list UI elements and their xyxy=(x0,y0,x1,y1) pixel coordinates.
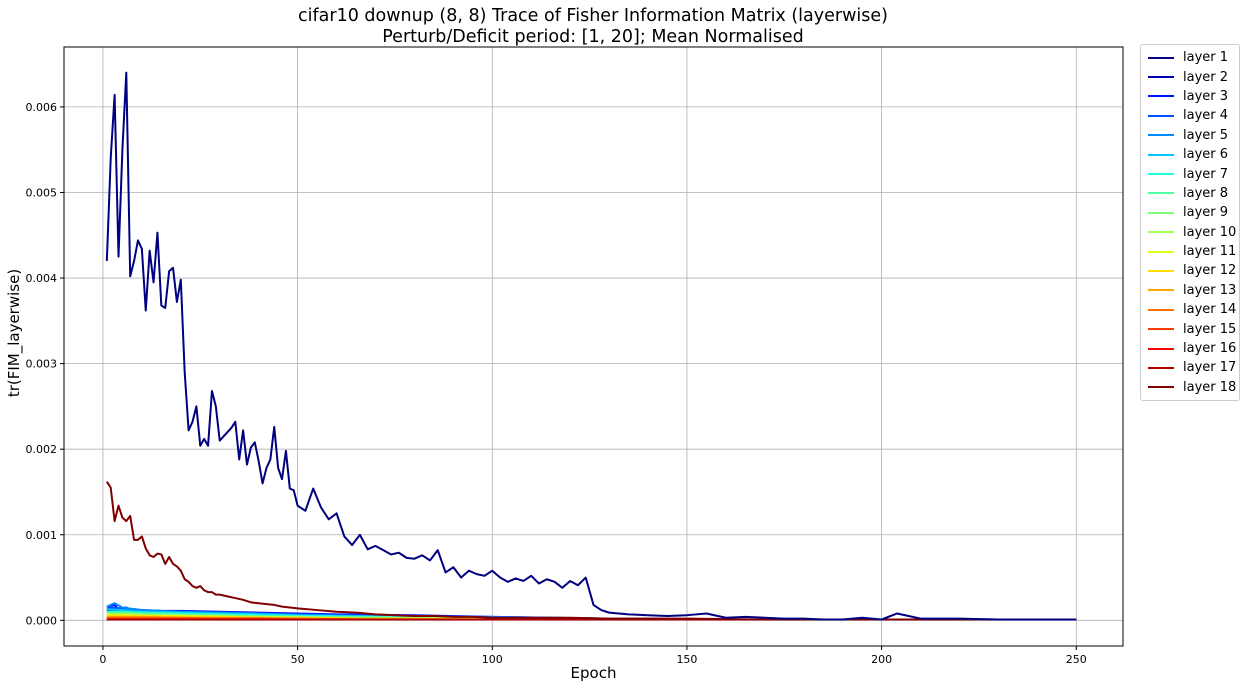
legend-label: layer 8 xyxy=(1183,185,1229,201)
chart-title: cifar10 downup (8, 8) Trace of Fisher In… xyxy=(298,6,888,26)
legend-item: layer 12 xyxy=(1141,261,1239,280)
y-tick-label: 0.001 xyxy=(26,529,58,542)
x-tick-label: 200 xyxy=(871,653,892,666)
y-axis-label: tr(FIM_layerwise) xyxy=(5,268,23,398)
legend: layer 1 layer 2 layer 3 layer 4 layer 5 layer… xyxy=(1140,44,1240,402)
y-tick-label: 0.003 xyxy=(26,358,58,371)
y-axis-ticks: 0.000 0.001 0.002 0.003 0.004 0.005 0.006 xyxy=(26,101,64,627)
legend-label: layer 14 xyxy=(1183,302,1237,318)
x-axis-ticks: 0 50 100 150 200 250 xyxy=(99,646,1087,666)
legend-item: layer 2 xyxy=(1141,67,1239,86)
y-tick-label: 0.002 xyxy=(26,443,58,456)
legend-swatch xyxy=(1148,269,1174,272)
legend-swatch xyxy=(1148,328,1174,331)
legend-item: layer 8 xyxy=(1141,184,1239,203)
series-line-layer-18 xyxy=(105,481,1077,621)
legend-swatch xyxy=(1148,192,1174,195)
legend-item: layer 18 xyxy=(1141,378,1239,397)
legend-label: layer 12 xyxy=(1183,263,1237,279)
legend-swatch xyxy=(1148,134,1174,137)
legend-item: layer 15 xyxy=(1141,319,1239,338)
y-tick-label: 0.004 xyxy=(26,272,58,285)
legend-item: layer 3 xyxy=(1141,87,1239,106)
x-tick-label: 100 xyxy=(482,653,503,666)
grid xyxy=(64,47,1123,646)
y-tick-label: 0.000 xyxy=(26,614,58,627)
legend-item: layer 14 xyxy=(1141,300,1239,319)
legend-label: layer 17 xyxy=(1183,360,1237,376)
x-tick-label: 50 xyxy=(291,653,305,666)
legend-label: layer 4 xyxy=(1183,108,1229,124)
legend-label: layer 15 xyxy=(1183,321,1237,337)
legend-swatch xyxy=(1148,250,1174,253)
legend-label: layer 10 xyxy=(1183,224,1237,240)
legend-item: layer 1 xyxy=(1141,48,1239,67)
chart-subtitle: Perturb/Deficit period: [1, 20]; Mean No… xyxy=(382,27,804,47)
legend-swatch xyxy=(1148,56,1174,59)
legend-swatch xyxy=(1148,289,1174,292)
series-lines xyxy=(105,71,1077,621)
legend-label: layer 13 xyxy=(1183,282,1237,298)
legend-swatch xyxy=(1148,114,1174,117)
legend-label: layer 11 xyxy=(1183,244,1237,260)
legend-swatch xyxy=(1148,366,1174,369)
legend-swatch xyxy=(1148,211,1174,214)
legend-item: layer 4 xyxy=(1141,106,1239,125)
legend-label: layer 5 xyxy=(1183,127,1229,143)
series-line-layer-1 xyxy=(105,71,1077,621)
legend-swatch xyxy=(1148,153,1174,156)
legend-label: layer 1 xyxy=(1183,50,1229,66)
legend-item: layer 5 xyxy=(1141,126,1239,145)
legend-swatch xyxy=(1148,95,1174,98)
legend-item: layer 17 xyxy=(1141,358,1239,377)
legend-swatch xyxy=(1148,76,1174,79)
legend-label: layer 7 xyxy=(1183,166,1229,182)
legend-label: layer 6 xyxy=(1183,147,1229,163)
x-tick-label: 0 xyxy=(99,653,106,666)
legend-swatch xyxy=(1148,173,1174,176)
plot-area-frame xyxy=(63,46,1124,647)
legend-item: layer 9 xyxy=(1141,203,1239,222)
legend-label: layer 2 xyxy=(1183,69,1229,85)
legend-label: layer 16 xyxy=(1183,341,1237,357)
y-tick-label: 0.005 xyxy=(26,186,58,199)
legend-label: layer 9 xyxy=(1183,205,1229,221)
legend-item: layer 6 xyxy=(1141,145,1239,164)
x-tick-label: 150 xyxy=(676,653,697,666)
legend-label: layer 18 xyxy=(1183,379,1237,395)
legend-swatch xyxy=(1148,231,1174,234)
legend-item: layer 16 xyxy=(1141,339,1239,358)
x-axis-label: Epoch xyxy=(570,664,617,682)
y-tick-label: 0.006 xyxy=(26,101,58,114)
x-tick-label: 250 xyxy=(1066,653,1087,666)
legend-swatch xyxy=(1148,347,1174,350)
legend-swatch xyxy=(1148,308,1174,311)
legend-item: layer 7 xyxy=(1141,164,1239,183)
legend-item: layer 13 xyxy=(1141,281,1239,300)
legend-item: layer 10 xyxy=(1141,223,1239,242)
legend-swatch xyxy=(1148,386,1174,389)
legend-item: layer 11 xyxy=(1141,242,1239,261)
legend-label: layer 3 xyxy=(1183,88,1229,104)
